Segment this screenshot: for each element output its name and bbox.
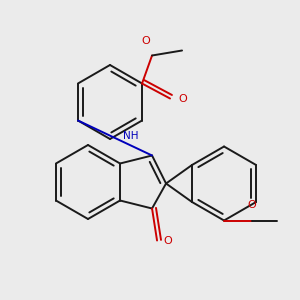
Text: NH: NH bbox=[123, 131, 139, 141]
Text: O: O bbox=[142, 35, 150, 46]
Text: O: O bbox=[248, 200, 256, 211]
Text: O: O bbox=[163, 236, 172, 245]
Text: O: O bbox=[178, 94, 187, 103]
